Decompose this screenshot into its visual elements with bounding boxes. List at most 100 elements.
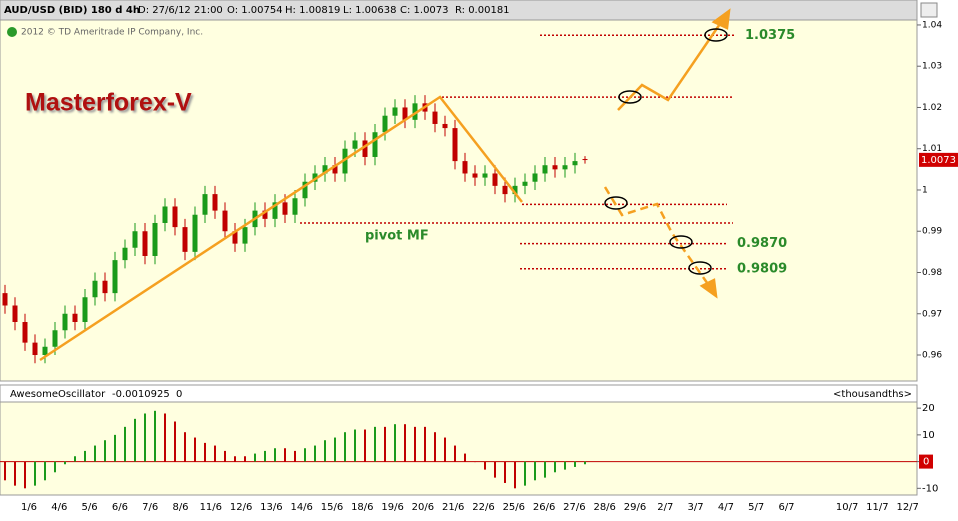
candle-body [532,173,538,182]
candle-body [2,293,8,306]
osc-bar [564,461,566,470]
osc-bar [24,461,26,489]
y-tick-label: 1.03 [922,62,942,72]
y-tick-label: 0.97 [922,309,942,319]
target-ellipse [618,90,642,104]
x-tick-label: 11/6 [200,502,222,513]
candle-body [112,260,118,294]
copyright: 2012 © TD Ameritrade IP Company, Inc. [21,28,203,38]
candle-body [542,165,548,174]
osc-bar [334,437,336,462]
osc-bar [4,461,6,481]
osc-bar [14,461,16,486]
x-tick-label: 12/6 [230,502,252,513]
osc-bar [64,461,66,465]
x-tick-label: 29/6 [624,502,646,513]
x-tick-label: 11/7 [866,502,888,513]
level-label: 1.0375 [745,28,795,43]
osc-bar [574,461,576,467]
candle-body [332,165,338,174]
x-tick-label: 5/6 [82,502,98,513]
candle-body [132,231,138,248]
osc-bar [514,461,516,489]
y-tick-label: 0.96 [922,351,942,361]
x-tick-label: 6/7 [778,502,794,513]
candle-body [222,210,228,232]
date: D: 27/6/12 21:00 [138,5,223,16]
osc-bar [34,461,36,486]
candle-body [582,159,588,161]
candle-body [322,165,328,174]
candle-body [572,161,578,166]
candle-body [552,165,558,170]
candle-body [442,123,448,129]
candle-body [152,222,158,256]
osc-bar [504,461,506,483]
candle-body [102,280,108,294]
candle-body [162,206,168,223]
range: R: 0.00181 [455,5,510,16]
candle-body [482,173,488,178]
osc-bar [164,413,166,462]
high: H: 1.00819 [285,5,340,16]
osc-bar [384,426,386,462]
candle-body [432,111,438,124]
candle-body [382,115,388,133]
candle-body [212,194,218,211]
x-tick-label: 28/6 [593,502,615,513]
osc-bar [284,448,286,462]
osc-bar [244,456,246,462]
osc-bar [404,424,406,462]
target-ellipse [704,28,728,42]
osc-value2: 0 [176,389,182,400]
candle-body [192,214,198,252]
osc-bar [194,437,196,462]
osc-bar [74,456,76,462]
osc-bar [454,445,456,462]
x-tick-label: 14/6 [290,502,312,513]
candle-body [372,132,378,157]
x-tick-label: 5/7 [748,502,764,513]
window-button[interactable] [920,2,938,18]
candle-body [82,297,88,323]
x-tick-label: 3/7 [688,502,704,513]
osc-bar [84,450,86,462]
wave-line [39,95,523,362]
osc-bar [134,418,136,462]
osc-bar [104,440,106,462]
osc-bar [264,450,266,462]
x-tick-label: 4/6 [51,502,67,513]
osc-bar [314,445,316,462]
symbol: AUD/USD (BID) 180 d 4h [4,5,140,16]
osc-bar [464,453,466,462]
x-tick-label: 8/6 [172,502,188,513]
price-label: 1.0073 [921,155,956,166]
candle-body [32,342,38,356]
x-tick-label: 26/6 [533,502,555,513]
osc-bar [484,461,486,470]
osc-bar [364,429,366,462]
x-tick-label: 4/7 [718,502,734,513]
candle-body [122,247,128,261]
close: C: 1.0073 [400,5,449,16]
candle-body [282,202,288,215]
osc-bar [414,426,416,462]
osc-bar [344,432,346,462]
y-tick-label: 10 [922,430,935,441]
x-tick-label: 6/6 [112,502,128,513]
candle-body [292,198,298,215]
price-box [919,152,958,167]
level-label: 0.9870 [737,236,787,251]
x-tick-label: 27/6 [563,502,585,513]
osc-bar [234,456,236,462]
osc-bar [154,410,156,462]
pivot-label: pivot MF [365,229,429,244]
open: O: 1.00754 [227,5,283,16]
osc-bar [144,413,146,462]
candle-body [302,181,308,199]
y-tick-label: -10 [922,483,938,494]
candle-body [232,231,238,244]
osc-bar [254,453,256,462]
arrowhead [699,278,718,299]
